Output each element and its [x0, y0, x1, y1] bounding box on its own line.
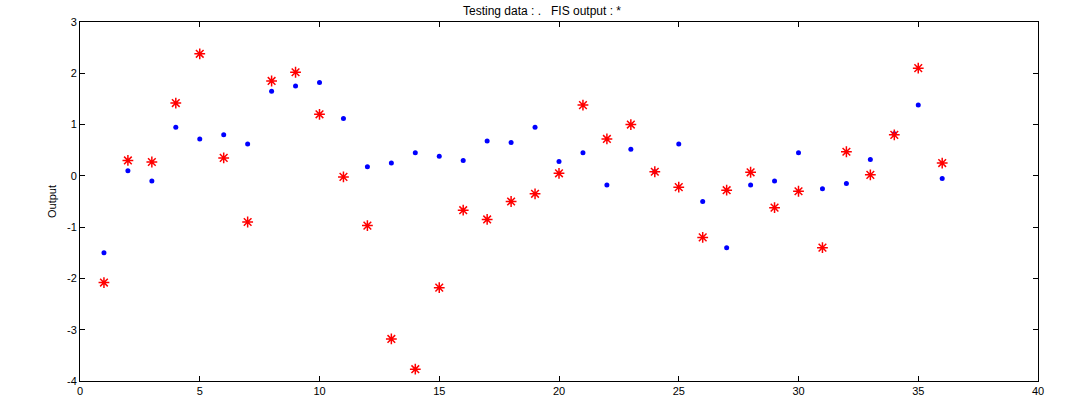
svg-text:10: 10 [313, 385, 325, 397]
svg-text:-1: -1 [67, 221, 77, 233]
svg-text:0: 0 [77, 385, 83, 397]
svg-text:25: 25 [673, 385, 685, 397]
svg-text:35: 35 [912, 385, 924, 397]
svg-text:3: 3 [71, 16, 77, 28]
svg-text:5: 5 [197, 385, 203, 397]
svg-text:40: 40 [1032, 385, 1044, 397]
svg-text:20: 20 [553, 385, 565, 397]
svg-text:-2: -2 [67, 272, 77, 284]
svg-text:-4: -4 [67, 375, 77, 387]
svg-text:30: 30 [792, 385, 804, 397]
svg-text:-3: -3 [67, 324, 77, 336]
svg-text:Testing data : . FIS output: Testing data : . FIS output : * [463, 4, 621, 18]
svg-text:1: 1 [71, 118, 77, 130]
svg-text:Output: Output [46, 185, 58, 218]
svg-text:15: 15 [433, 385, 445, 397]
svg-text:2: 2 [71, 67, 77, 79]
svg-text:0: 0 [71, 170, 77, 182]
